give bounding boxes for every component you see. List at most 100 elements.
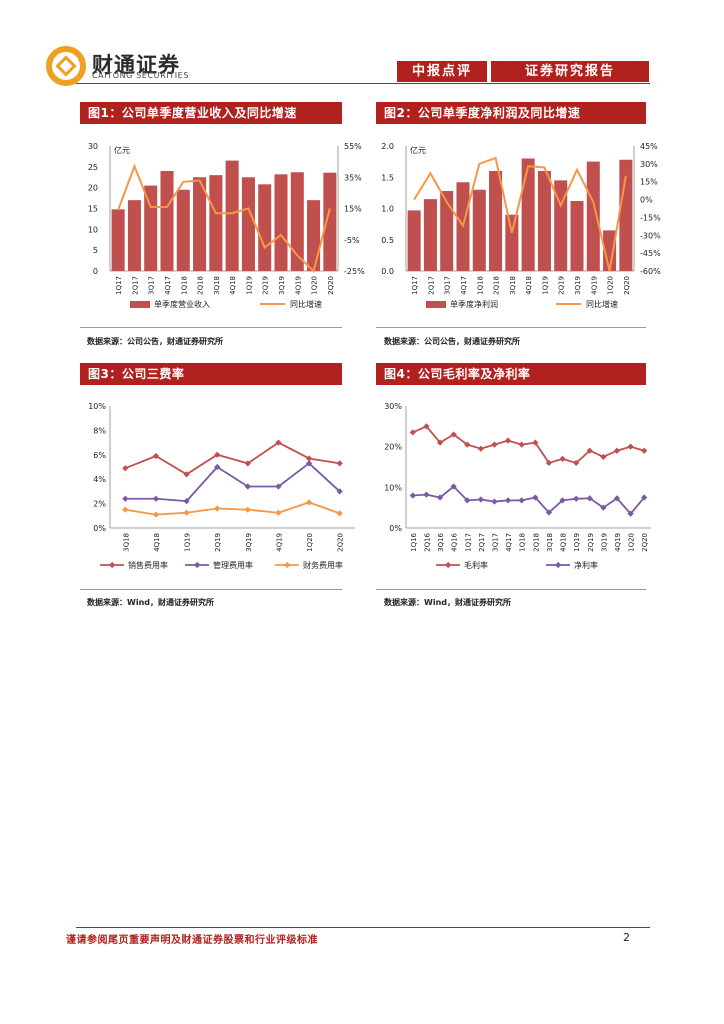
series-0-marker-2Q20 [641,447,648,454]
bar-2Q19 [258,184,272,271]
figure-2-chart: 亿元 0.0 0.5 1.0 1.5 2.0 -60% -45% -30% -15% 0% 15% 30… [381,142,661,309]
legend-label-0: 销售费用率 [128,560,168,570]
x-tick-label: 1Q20 [628,533,636,552]
x-tick-label: 1Q18 [180,276,188,295]
series-1-marker-4Q17 [504,497,512,504]
legend-line-label: 同比增速 [586,299,618,309]
bar-3Q19 [570,201,584,271]
x-tick-label: 2Q20 [337,533,345,552]
y-left-tick-label: 0.5 [381,236,394,245]
series-2-marker-1Q20 [305,499,313,506]
x-tick-label: 2Q16 [423,532,431,551]
bar-3Q18 [505,214,519,271]
x-tick-label: 2Q18 [493,276,501,295]
series-1-marker-2Q17 [477,496,484,503]
header-rule [76,83,650,84]
bar-3Q17 [440,191,454,271]
figure-2-source-rule [376,327,646,328]
x-tick-label: 4Q18 [229,276,237,295]
y-right-tick-label: 30% [640,160,658,169]
caitong-logo-icon [46,46,86,86]
series-1-marker-1Q18 [518,497,525,504]
report-type-tag: 中报点评 [397,61,487,82]
bar-1Q18 [472,189,486,271]
legend-label-2: 财务费用率 [303,560,343,570]
y-left-tick-label: 2.0 [381,142,394,151]
y-right-tick-label: -15% [640,213,661,222]
x-tick-label: 2Q19 [558,276,566,295]
bar-2Q19 [554,180,568,271]
series-line-0 [412,425,645,464]
x-tick-label: 3Q16 [437,532,445,551]
series-0-marker-2Q17 [477,445,484,452]
logo-en-text: CAITONG SECURITIES [92,71,189,80]
legend-line-label: 同比增速 [290,299,322,309]
x-tick-label: 4Q18 [153,533,161,552]
y-left-tick-label: 0.0 [381,267,394,276]
series-0-marker-2Q20 [336,460,343,467]
figure-1-chart: 亿元 0 5 10 15 20 25 30 -25% -5% 15% 35% 55% 1Q17 2Q17 3Q… [88,142,365,309]
x-tick-label: 1Q19 [573,533,581,552]
series-2-marker-4Q18 [152,511,160,518]
legend-label-0: 毛利率 [464,560,488,570]
bar-3Q17 [144,185,158,271]
x-tick-label: 4Q19 [294,276,302,295]
y-right-tick-label: -30% [640,231,661,240]
series-0-marker-3Q17 [491,441,498,448]
x-tick-label: 3Q18 [546,533,554,552]
legend-label-1: 管理费用率 [213,560,253,570]
y-left-tick-label: 0 [93,267,98,276]
legend-bar-swatch [426,301,446,308]
y-left-tick-label: 1.5 [381,173,394,182]
footer-rule [76,927,650,928]
series-1-marker-2Q20 [336,488,343,495]
x-tick-label: 2Q19 [214,533,222,552]
y-left-tick-label: 15 [88,205,98,214]
y-right-tick-label: 45% [640,142,658,151]
y-left-tick-label: 20 [88,184,98,193]
bar-1Q17 [407,210,421,271]
y-left-tick-label: 25 [88,163,98,172]
x-tick-label: 1Q20 [607,276,615,295]
bar-4Q18 [225,160,239,271]
series-line-0 [124,441,340,476]
bar-2Q17 [127,200,141,271]
figure-1-source: 数据来源：公司公告，财通证券研究所 [87,337,223,346]
bar-1Q19 [537,171,551,271]
series-1-marker-2Q19 [214,463,221,471]
series-1-marker-1Q20 [305,460,313,467]
x-tick-label: 3Q18 [509,276,517,295]
series-1-marker-4Q18 [152,495,160,502]
figure-1-source-rule [80,327,342,328]
series-2-marker-2Q19 [214,505,221,512]
x-tick-label: 4Q17 [460,276,468,295]
series-0-marker-4Q18 [559,455,566,462]
bar-4Q19 [586,161,600,271]
x-tick-label: 4Q17 [505,533,513,552]
x-tick-label: 1Q17 [464,533,472,552]
bar-2Q20 [323,172,337,271]
y-right-tick-label: -5% [344,236,360,245]
bar-3Q18 [209,175,223,271]
x-tick-label: 1Q20 [306,533,314,552]
series-0-marker-1Q17 [464,441,471,448]
x-tick-label: 2Q19 [587,533,595,552]
x-tick-label: 2Q18 [532,533,540,552]
x-tick-label: 2Q20 [327,276,335,295]
x-tick-label: 4Q17 [164,276,172,295]
series-0-marker-1Q16 [409,429,416,436]
x-tick-label: 4Q19 [614,533,622,552]
x-tick-label: 1Q20 [311,276,319,295]
x-tick-label: 2Q20 [641,533,649,552]
y-tick-label: 20% [384,443,402,452]
bar-1Q18 [176,189,190,271]
unit-label: 亿元 [114,145,130,155]
legend-bar-swatch [130,301,150,308]
y-right-tick-label: 15% [640,178,658,187]
series-1-marker-1Q16 [409,492,416,499]
y-tick-label: 10% [384,483,402,492]
figure-3-title: 图3：公司三费率 [80,363,342,385]
series-1-marker-3Q18 [122,495,129,502]
report-category-tag: 证券研究报告 [491,61,649,82]
series-0-marker-3Q19 [600,453,607,460]
